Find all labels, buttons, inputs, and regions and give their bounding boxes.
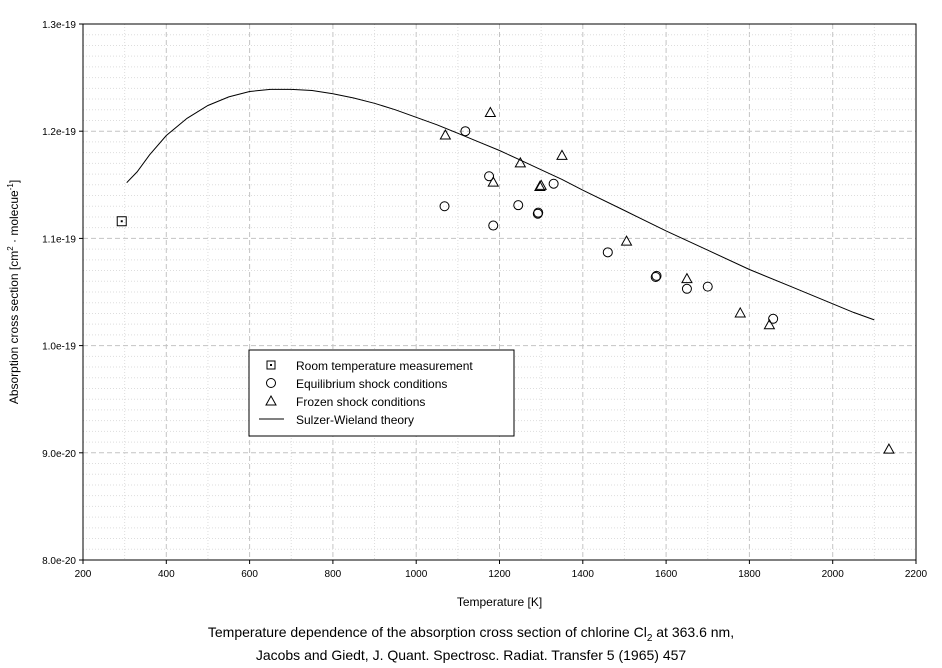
x-axis-label: Temperature [K] [457, 595, 542, 609]
x-tick-label: 2200 [905, 569, 928, 580]
legend: Room temperature measurement Equilibrium… [248, 349, 515, 437]
legend-triangle-icon [265, 394, 277, 406]
y-tick-label: 1.2e-19 [42, 127, 76, 138]
equilibrium-point [439, 201, 450, 212]
equilibrium-point [513, 200, 524, 211]
x-tick-label: 1600 [655, 569, 678, 580]
legend-label: Room temperature measurement [296, 359, 473, 373]
x-tick-label: 1800 [738, 569, 761, 580]
y-axis-ticks: 8.0e-20 9.0e-20 1.0e-19 1.1e-19 1.2e-19 1.3e-… [42, 20, 83, 567]
equilibrium-point [533, 207, 544, 218]
frozen-point [439, 128, 452, 140]
equilibrium-point [768, 313, 779, 324]
caption-line-1: Temperature dependence of the absorption… [0, 622, 942, 649]
frozen-point [487, 176, 500, 187]
x-tick-label: 200 [75, 569, 92, 580]
equilibrium-point [484, 171, 495, 182]
equilibrium-point [651, 270, 662, 281]
legend-circle-icon [266, 378, 276, 388]
caption-subscript: 2 [646, 632, 653, 644]
y-tick-label: 1.0e-19 [42, 342, 76, 353]
x-tick-label: 400 [158, 569, 175, 580]
grid [83, 24, 916, 560]
equilibrium-point [681, 283, 692, 294]
y-label-sup: 2 [6, 246, 15, 251]
x-axis-ticks: 200 400 600 800 1000 1200 1400 1600 1800 2000 2200 [75, 560, 928, 580]
legend-label: Sulzer-Wieland theory [296, 413, 414, 427]
y-label-part: Absorption cross section [cm [7, 251, 21, 404]
equilibrium-point [548, 178, 559, 189]
x-tick-label: 2000 [822, 569, 845, 580]
y-tick-label: 1.1e-19 [42, 234, 76, 245]
caption-line-2: Jacobs and Giedt, J. Quant. Spectrosc. R… [255, 647, 687, 663]
y-tick-label: 9.0e-20 [42, 449, 76, 460]
legend-label: Frozen shock conditions [296, 395, 425, 409]
frozen-point [484, 106, 497, 117]
room-temperature-point [116, 216, 127, 227]
frozen-point [763, 318, 776, 330]
legend-label: Equilibrium shock conditions [296, 377, 447, 391]
legend-box [248, 349, 515, 437]
frozen-point [883, 443, 895, 454]
caption-text: at 363.6 nm, [652, 624, 735, 640]
equilibrium-point [650, 271, 661, 282]
frozen-point [534, 180, 546, 191]
equilibrium-point [460, 126, 471, 137]
frozen-point [734, 306, 747, 318]
x-tick-label: 600 [241, 569, 258, 580]
y-axis-label: Absorption cross section [cm2 · molecue-… [6, 180, 21, 404]
y-tick-label: 8.0e-20 [42, 556, 76, 567]
equilibrium-point [602, 247, 613, 258]
y-label-sup: -1 [6, 183, 15, 191]
legend-room-temp-icon [266, 360, 276, 370]
frozen-point [535, 179, 547, 190]
equilibrium-point [702, 281, 713, 292]
equilibrium-point [488, 220, 499, 231]
sulzer-wieland-theory-line [126, 88, 875, 321]
frozen-point [556, 149, 568, 160]
x-tick-label: 1200 [488, 569, 511, 580]
x-tick-label: 800 [325, 569, 342, 580]
caption-text: Temperature dependence of the absorption… [207, 624, 647, 640]
y-tick-label: 1.3e-19 [42, 20, 76, 31]
frozen-point [514, 156, 527, 168]
chart: 200 400 600 800 1000 1200 1400 1600 1800 2000 2200… [6, 20, 928, 609]
y-label-part: · molecue [7, 190, 21, 246]
x-tick-label: 1000 [405, 569, 428, 580]
x-tick-label: 1400 [572, 569, 595, 580]
frozen-point [620, 235, 633, 246]
data-markers [116, 106, 895, 454]
y-label-part: ] [7, 180, 21, 183]
frozen-point [681, 272, 693, 284]
